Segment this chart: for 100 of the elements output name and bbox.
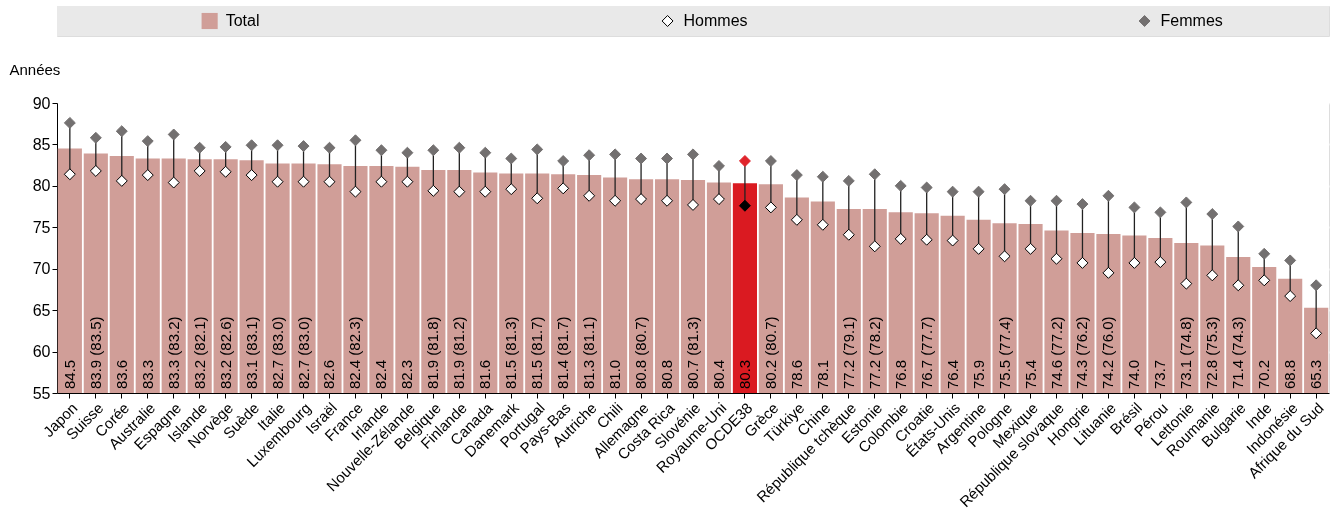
data-label: 81.9 (81.2): [450, 316, 468, 389]
point: [427, 144, 440, 157]
data-label: 70.2: [1255, 359, 1273, 389]
point: [583, 149, 596, 162]
point: [89, 131, 102, 144]
data-label: 68.8: [1281, 359, 1299, 389]
point: [63, 168, 76, 181]
data-label: 75.5 (77.4): [995, 316, 1013, 389]
data-label: 77.2 (78.2): [865, 316, 883, 389]
data-label: 82.4: [372, 359, 390, 389]
point: [920, 233, 933, 246]
data-label: 82.6: [320, 359, 338, 389]
data-label: 83.3 (83.2): [164, 316, 182, 389]
point: [894, 179, 907, 192]
point: [375, 144, 388, 157]
point: [193, 164, 206, 177]
data-label: 81.0: [606, 359, 624, 389]
point: [998, 250, 1011, 263]
legend-label: Total: [225, 12, 260, 29]
point: [842, 174, 855, 187]
y-axis-title: Années: [9, 60, 61, 78]
point: [271, 175, 284, 188]
point: [1284, 290, 1297, 303]
point: [219, 140, 232, 153]
point: [505, 152, 518, 165]
point: [972, 185, 985, 198]
point: [141, 135, 154, 148]
y-tick-label: 85: [32, 135, 51, 153]
point: [738, 199, 751, 212]
data-label: 72.8 (75.3): [1203, 316, 1221, 389]
point: [1050, 252, 1063, 265]
data-label: 77.2 (79.1): [839, 316, 857, 389]
point: [531, 192, 544, 205]
data-label: 76.8: [891, 359, 909, 389]
point: [1180, 196, 1193, 209]
point: [842, 228, 855, 241]
data-label: 83.1 (83.1): [242, 316, 260, 389]
legend-label: Hommes: [683, 12, 748, 29]
point: [1284, 254, 1297, 267]
point: [1232, 220, 1245, 233]
y-tick-label: 65: [32, 301, 51, 319]
point: [609, 194, 622, 207]
point: [271, 139, 284, 152]
point: [687, 198, 699, 211]
point: [297, 140, 310, 153]
data-label: 74.0: [1125, 359, 1143, 389]
point: [1232, 279, 1245, 292]
y-tick-label: 55: [32, 384, 51, 402]
point: [1024, 194, 1037, 207]
point: [375, 175, 388, 188]
point: [349, 134, 362, 147]
point: [1050, 194, 1063, 207]
point: [1180, 277, 1193, 290]
point: [1154, 206, 1167, 219]
data-label: 73.7: [1151, 359, 1169, 389]
data-label: 81.4 (81.7): [554, 316, 572, 389]
data-label: 81.5 (81.7): [528, 316, 546, 389]
point: [764, 201, 777, 214]
data-label: 76.7 (77.7): [917, 316, 935, 389]
data-label: 82.7 (83.0): [294, 316, 312, 389]
point: [245, 139, 258, 152]
data-label: 80.2 (80.7): [761, 316, 779, 389]
point: [946, 234, 959, 247]
data-label: 65.3: [1307, 359, 1325, 389]
point: [635, 152, 648, 165]
point: [427, 184, 440, 197]
point: [1206, 208, 1219, 221]
point: [609, 148, 622, 161]
point: [167, 128, 180, 141]
data-label: 81.9 (81.8): [424, 316, 442, 389]
point: [712, 159, 725, 172]
point: [453, 141, 466, 154]
data-label: 81.5 (81.3): [502, 316, 520, 389]
point: [349, 185, 362, 198]
data-label: 80.7 (81.3): [684, 316, 701, 389]
point: [946, 185, 959, 198]
point: [1076, 198, 1089, 211]
y-tick-label: 90: [32, 94, 51, 112]
data-label: 74.2 (76.0): [1099, 316, 1117, 389]
point: [868, 240, 881, 253]
point: [816, 218, 829, 231]
y-tick-label: 70: [32, 260, 51, 278]
point: [1154, 256, 1167, 269]
point: [557, 182, 570, 195]
point: [1258, 274, 1271, 287]
point: [972, 242, 985, 255]
data-label: 80.3: [735, 359, 753, 389]
point: [401, 146, 414, 159]
point: [764, 155, 777, 167]
point: [115, 174, 128, 187]
data-label: 82.7 (83.0): [268, 316, 286, 389]
point: [401, 175, 414, 188]
data-label: 78.1: [813, 359, 831, 389]
point: [1076, 256, 1089, 269]
data-label: 82.3: [398, 359, 416, 389]
point: [323, 141, 336, 154]
y-tick-label: 60: [32, 343, 51, 361]
point: [661, 194, 674, 207]
point: [63, 116, 76, 129]
point: [323, 175, 336, 188]
